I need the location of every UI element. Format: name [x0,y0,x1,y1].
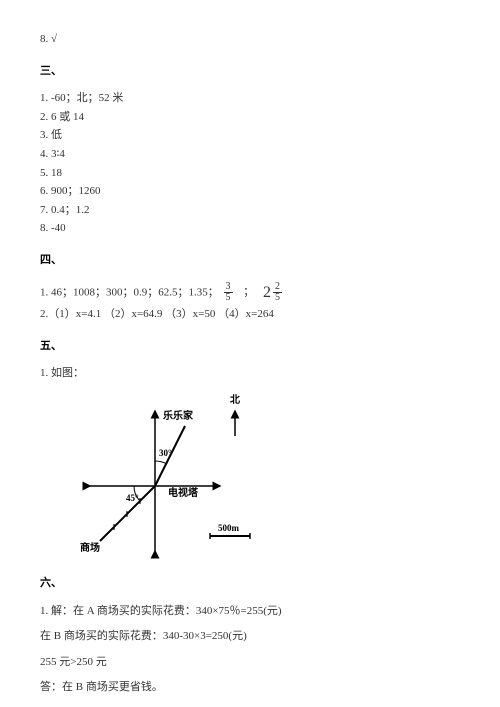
frac-den: 5 [273,293,282,303]
s6-line: 在 B 商场买的实际花费：340-30×3=250(元) [40,628,460,646]
item-8-check: 8. √ [40,31,460,49]
label-lele: 乐乐家 [163,409,193,425]
section-5-header: 五、 [40,338,460,356]
s3-item: 4. 3∶4 [40,146,460,164]
direction-diagram: 北 乐乐家 电视塔 商场 30° 45° 500m [70,391,270,561]
mixed-int: 2 [263,284,271,301]
frac-den: 5 [224,293,233,303]
section-3-header: 三、 [40,63,460,81]
s3-item: 6. 900；1260 [40,183,460,201]
s3-item: 1. -60；北；52 米 [40,90,460,108]
fraction-3-5: 3 5 [224,282,233,303]
s4-line2: 2.（1）x=4.1 （2）x=64.9 （3）x=50 （4）x=264 [40,306,460,324]
s3-item: 7. 0.4；1.2 [40,202,460,220]
label-mall: 商场 [80,541,100,557]
section-4-header: 四、 [40,252,460,270]
label-angle45: 45° [126,491,139,505]
s3-item: 8. -40 [40,220,460,238]
s4-line1-prefix: 1. 46；1008；300；0.9；62.5；1.35； [40,286,219,298]
s6-line: 1. 解：在 A 商场买的实际花费：340×75％=255(元) [40,603,460,621]
label-angle30: 30° [159,446,172,460]
sep: ； [243,286,254,298]
label-tower: 电视塔 [168,486,198,502]
s6-line: 255 元>250 元 [40,654,460,672]
s3-item: 3. 低 [40,127,460,145]
label-scale: 500m [218,521,239,535]
s6-line: 答：在 B 商场买更省钱。 [40,679,460,697]
label-north: 北 [230,393,240,409]
fraction-2-5: 2 5 [273,282,282,303]
s3-item: 5. 18 [40,165,460,183]
section-6-header: 六、 [40,575,460,593]
s5-line1: 1. 如图： [40,365,460,383]
s4-line1: 1. 46；1008；300；0.9；62.5；1.35； 3 5 ； 2 2 … [40,280,460,306]
s3-item: 2. 6 或 14 [40,109,460,127]
